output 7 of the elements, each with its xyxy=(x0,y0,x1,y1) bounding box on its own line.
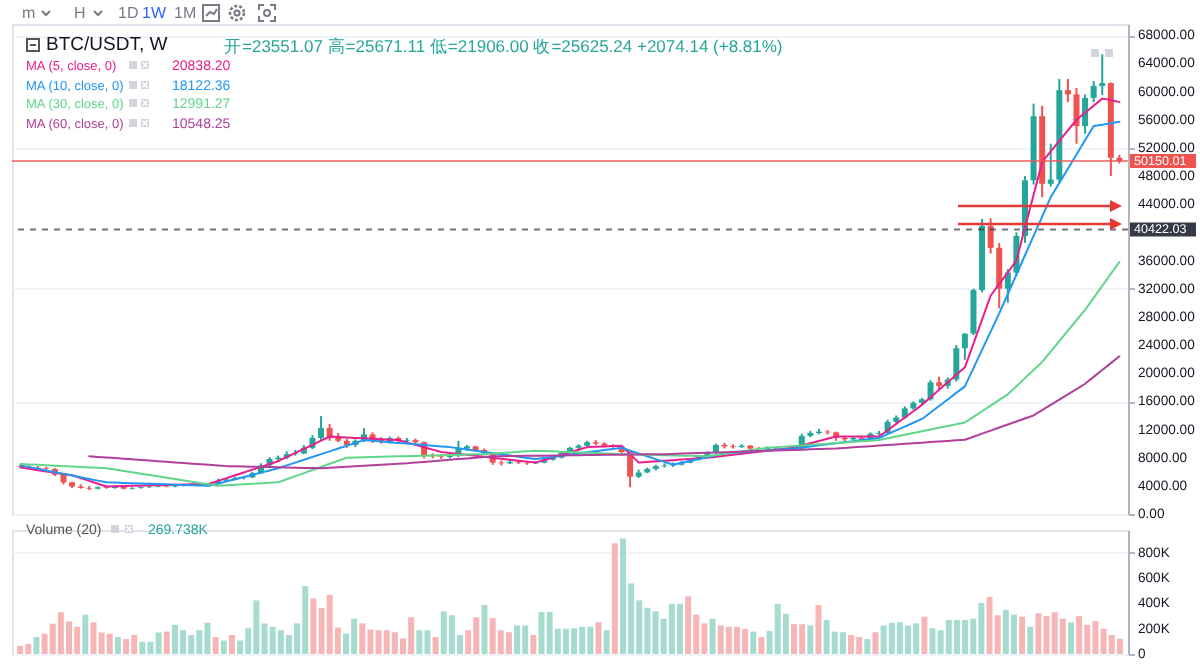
text: 1W xyxy=(142,4,166,22)
text: 1M xyxy=(174,4,197,22)
text: 开=23551.07 高=25671.11 低=21906.00 收=25625.24 +2074.14 (+8.81%) xyxy=(224,36,783,56)
text: 1D xyxy=(118,4,139,22)
text: BTC/USDT, W xyxy=(46,34,168,56)
text: H xyxy=(74,4,86,22)
text: m xyxy=(22,4,36,22)
